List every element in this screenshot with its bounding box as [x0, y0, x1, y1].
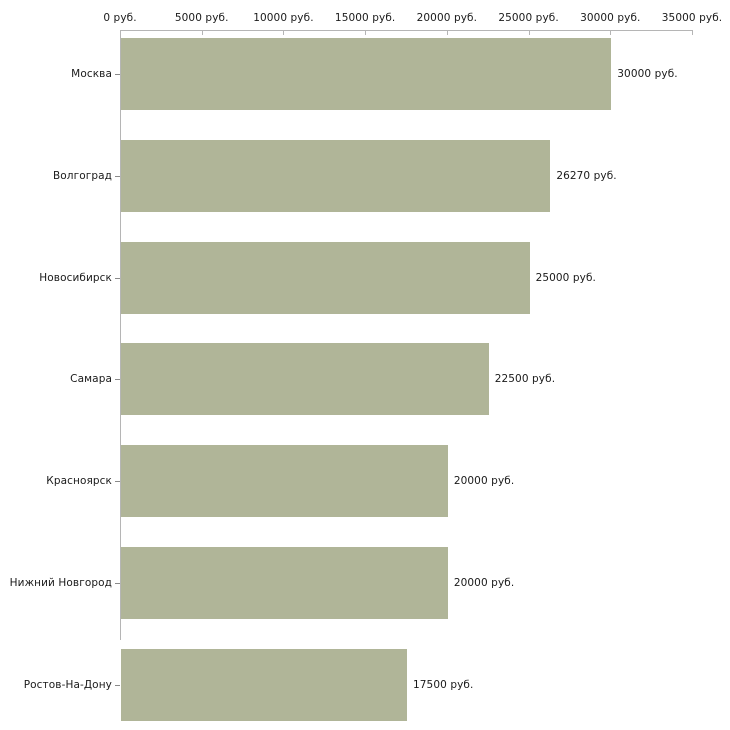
x-tick-label: 30000 руб. — [580, 12, 641, 24]
x-tick-mark — [610, 30, 612, 35]
y-tick-mark — [115, 481, 120, 483]
category-label: Самара — [70, 373, 112, 386]
y-tick-mark — [115, 379, 120, 381]
x-tick-mark — [528, 30, 530, 35]
bar[interactable] — [121, 139, 551, 212]
bar[interactable] — [121, 546, 448, 619]
x-tick-label: 15000 руб. — [334, 12, 396, 24]
bar[interactable] — [121, 241, 530, 314]
x-tick-mark — [201, 30, 203, 35]
bar-value-label: 25000 руб. — [535, 271, 596, 284]
y-tick-mark — [115, 582, 120, 584]
y-tick-mark — [115, 175, 120, 177]
bar-value-label: 22500 руб. — [494, 373, 556, 386]
x-tick-label: 25000 руб. — [498, 12, 559, 24]
x-tick-label: 35000 руб. — [661, 12, 723, 24]
y-tick-mark — [115, 73, 120, 75]
bar-value-label: 30000 руб. — [617, 67, 678, 80]
y-tick-mark — [115, 277, 120, 279]
x-tick-mark — [365, 30, 367, 35]
x-tick-mark — [692, 30, 693, 35]
bar[interactable] — [121, 343, 489, 416]
bar-value-label: 20000 руб. — [453, 576, 515, 589]
category-label: Москва — [71, 67, 112, 80]
y-tick-mark — [115, 684, 120, 686]
x-tick-label: 20000 руб. — [416, 12, 478, 24]
x-axis-line — [120, 30, 692, 31]
bar-value-label: 17500 руб. — [413, 678, 474, 691]
bar[interactable] — [121, 445, 448, 518]
bar-value-label: 26270 руб. — [556, 169, 617, 182]
category-label: Новосибирск — [39, 271, 112, 284]
category-label: Волгоград — [52, 169, 112, 182]
bar-value-label: 20000 руб. — [453, 475, 515, 488]
x-tick-mark — [446, 30, 448, 35]
category-label: Красноярск — [46, 475, 112, 488]
x-tick-label: 5000 руб. — [174, 12, 229, 24]
x-tick-mark — [283, 30, 285, 35]
y-axis-line — [120, 30, 121, 640]
bar[interactable] — [121, 37, 612, 110]
category-label: Ростов-На-Дону — [23, 678, 112, 691]
x-tick-label: 0 руб. — [103, 12, 137, 24]
category-label: Нижний Новгород — [9, 576, 112, 589]
bar[interactable] — [121, 648, 407, 721]
x-tick-label: 10000 руб. — [253, 12, 314, 24]
